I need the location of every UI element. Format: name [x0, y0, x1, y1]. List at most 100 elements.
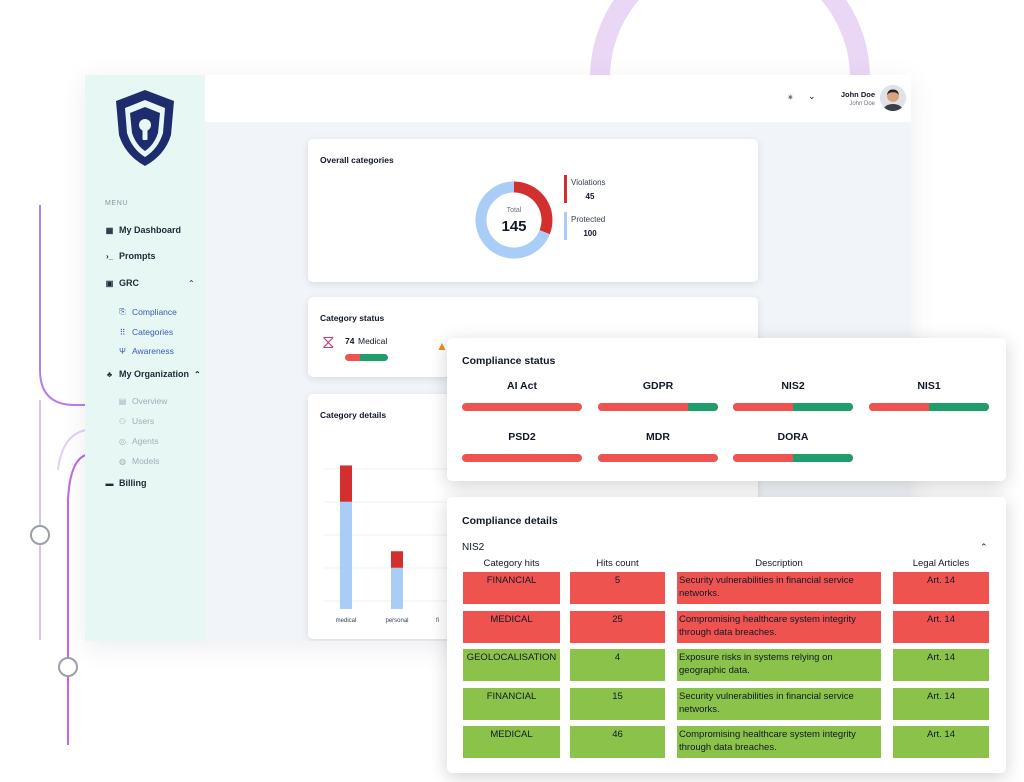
user-subtitle: John Doe [849, 101, 875, 107]
bar-violations-personal [391, 551, 403, 568]
standard-compliance-bar [462, 454, 582, 462]
cell-description: Compromising healthcare system integrity… [677, 610, 881, 643]
standard-gdpr[interactable]: GDPR [598, 380, 718, 411]
standard-nis2[interactable]: NIS2 [733, 380, 853, 411]
menu-caption: MENU [105, 200, 129, 207]
bar-compliant-segment [793, 403, 853, 411]
sidebar-item-label: GRC [119, 278, 139, 288]
protected-legend-marker [564, 212, 567, 240]
donut-slice-violations [513, 181, 553, 235]
standard-compliance-bar [462, 403, 582, 411]
dna-icon: ⧖ [322, 332, 335, 352]
sidebar-item-my-organization[interactable]: ♣ My Organization ⌃ [105, 369, 201, 379]
standard-label: NIS1 [917, 380, 941, 392]
users-icon: ⚇ [118, 416, 127, 426]
bar-protected-medical [340, 501, 352, 609]
clipboard-icon: ⎘ [119, 307, 126, 316]
standard-label: NIS2 [781, 380, 805, 392]
bar-label-personal: personal [385, 618, 408, 624]
sidebar-item-label: Awareness [132, 346, 174, 356]
document-icon: ▤ [118, 396, 127, 406]
organization-icon: ♣ [106, 369, 113, 379]
standard-label: DORA [777, 431, 809, 443]
medical-label: Medical [358, 336, 388, 346]
sidebar-item-label: Categories [132, 327, 174, 337]
cell-hits-count: 4 [570, 649, 665, 681]
bar-label-medical: medical [336, 618, 357, 624]
sidebar: MENU ▦ My Dashboard ›_ Prompts ▣ GRC ⌃ ⎘… [85, 75, 205, 641]
card-title: Category status [320, 313, 385, 323]
sidebar-item-models[interactable]: ◍ Models [118, 456, 159, 466]
standard-compliance-bar [598, 454, 718, 462]
sidebar-item-compliance[interactable]: ⎘ Compliance [118, 307, 177, 317]
column-header-hits: Hits count [596, 558, 639, 569]
sidebar-item-grc[interactable]: ▣ GRC [105, 278, 139, 288]
model-icon: ◍ [119, 456, 126, 466]
cell-legal-article: Art. 14 [893, 687, 989, 720]
cell-description: Compromising healthcare system integrity… [677, 726, 881, 758]
sidebar-item-agents[interactable]: ◎ Agents [118, 436, 158, 446]
dashboard-icon: ▦ [105, 225, 114, 235]
card-title: Category details [320, 410, 387, 420]
cell-description: Security vulnerabilities in financial se… [677, 572, 881, 604]
avatar[interactable] [880, 85, 906, 111]
compliance-status-panel: Compliance status AI Act GDPR NIS2 NIS1 PSD2… [447, 338, 1006, 481]
sidebar-item-my-dashboard[interactable]: ▦ My Dashboard [105, 225, 181, 235]
cell-description: Exposure risks in systems relying on geo… [677, 649, 881, 681]
column-header-description: Description [755, 558, 803, 569]
collapse-chevron-icon[interactable]: ⌃ [980, 542, 988, 552]
card-title: Overall categories [320, 155, 394, 165]
antenna-icon: Ψ [119, 346, 126, 356]
category-bar-chart: medical personal fi [323, 465, 448, 624]
bar-compliant-segment [688, 403, 718, 411]
cell-hits-count: 15 [570, 687, 665, 720]
standard-label: AI Act [507, 380, 537, 392]
standard-compliance-bar [733, 403, 853, 411]
bar-violation-segment [598, 454, 718, 462]
sidebar-item-label: Models [132, 456, 160, 466]
cell-category: FINANCIAL [463, 572, 560, 604]
sidebar-item-overview[interactable]: ▤ Overview [118, 396, 168, 406]
bar-violation-segment [462, 454, 582, 462]
sidebar-item-prompts[interactable]: ›_ Prompts [105, 251, 156, 261]
cell-category: FINANCIAL [463, 687, 560, 720]
bar-compliant-segment [793, 454, 853, 462]
standard-ai-act[interactable]: AI Act [462, 380, 582, 411]
grid-icon: ⠿ [119, 327, 126, 337]
sidebar-item-users[interactable]: ⚇ Users [118, 416, 154, 426]
column-header-articles: Legal Articles [912, 558, 970, 569]
standard-compliance-bar [869, 403, 989, 411]
standard-psd2[interactable]: PSD2 [462, 431, 582, 462]
sidebar-item-billing[interactable]: ▬ Billing [105, 478, 147, 488]
settings-gear-icon[interactable]: ✷ [787, 93, 794, 102]
cell-description: Security vulnerabilities in financial se… [677, 687, 881, 720]
selected-standard: NIS2 [462, 542, 485, 553]
donut-total-label: Total [506, 207, 522, 214]
grc-icon: ▣ [105, 278, 114, 288]
standard-mdr[interactable]: MDR [598, 431, 718, 462]
bar-violation-segment [598, 403, 688, 411]
sidebar-item-label: Overview [132, 396, 168, 406]
medical-status-bar [345, 354, 388, 361]
column-header-category: Category hits [483, 558, 540, 569]
standard-compliance-bar [733, 454, 853, 462]
chevron-down-icon[interactable]: ⌄ [808, 91, 816, 101]
legend-protected-value: 100 [583, 229, 597, 238]
bar-violation-segment [733, 403, 793, 411]
user-name: John Doe [840, 90, 875, 99]
donut-chart [475, 181, 553, 259]
bar-label-partial: fi [436, 618, 439, 624]
billing-icon: ▬ [105, 478, 114, 488]
cell-legal-article: Art. 14 [893, 649, 989, 681]
chevron-up-icon[interactable]: ⌃ [188, 279, 195, 288]
bar-protected-personal [391, 567, 403, 609]
standard-label: PSD2 [508, 431, 536, 443]
shield-lock-logo [116, 90, 174, 166]
overall-categories-card: Overall categories Total 145 Violations … [308, 139, 758, 282]
sidebar-item-awareness[interactable]: Ψ Awareness [118, 346, 174, 356]
standard-nis1[interactable]: NIS1 [869, 380, 989, 411]
sidebar-item-categories[interactable]: ⠿ Categories [118, 327, 174, 337]
bar-compliant-segment [929, 403, 989, 411]
standard-dora[interactable]: DORA [733, 431, 853, 462]
